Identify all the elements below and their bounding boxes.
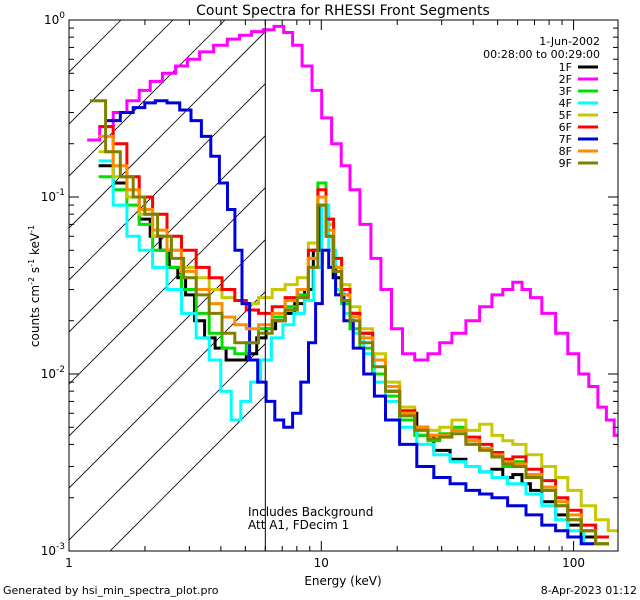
y-axis-label: counts cm-2 s-1 keV-1 <box>27 225 42 347</box>
y-tick-label: 10-2 <box>41 365 65 381</box>
series-line-7F <box>106 99 597 546</box>
date-label: 1-Jun-2002 <box>539 35 600 48</box>
annotation-background: Includes Background <box>248 505 373 519</box>
series-group <box>87 24 618 546</box>
legend-label-9F: 9F <box>559 157 572 170</box>
legend-label-2F: 2F <box>559 73 572 86</box>
series-line-4F <box>98 159 604 546</box>
annotation-attenuator: Att A1, FDecim 1 <box>248 518 349 532</box>
legend-label-1F: 1F <box>559 61 572 74</box>
legend-label-6F: 6F <box>559 121 572 134</box>
legend-label-8F: 8F <box>559 145 572 158</box>
x-tick-label: 100 <box>562 556 585 570</box>
footer-generated-by: Generated by hsi_min_spectra_plot.pro <box>3 584 219 597</box>
footer-timestamp: 8-Apr-2023 01:12 <box>541 584 637 597</box>
x-tick-label: 1 <box>65 556 73 570</box>
legend-label-4F: 4F <box>559 97 572 110</box>
series-line-3F <box>98 175 609 546</box>
chart-title: Count Spectra for RHESSI Front Segments <box>196 3 490 19</box>
hatch-line <box>69 20 174 125</box>
legend-label-3F: 3F <box>559 85 572 98</box>
legend-label-7F: 7F <box>559 133 572 146</box>
y-tick-label: 10-3 <box>41 542 65 558</box>
y-tick-label: 10-1 <box>41 188 65 204</box>
y-tick-label: 100 <box>44 11 65 27</box>
time-range-label: 00:28:00 to 00:29:00 <box>483 48 600 61</box>
legend-label-5F: 5F <box>559 109 572 122</box>
series-line-2F <box>87 24 618 437</box>
x-axis-label: Energy (keV) <box>304 574 381 588</box>
hatch-line <box>69 239 266 437</box>
x-tick-label: 10 <box>314 556 329 570</box>
hatch-line <box>69 343 266 541</box>
hatch-line <box>69 291 266 489</box>
hatch-line <box>109 395 266 551</box>
hatch-line <box>69 135 266 333</box>
x-ticks: 1 10 100 <box>65 20 585 570</box>
y-ticks: 100 10-1 10-2 10-3 <box>41 11 618 558</box>
plot-frame <box>68 19 619 552</box>
hatch-line <box>69 187 266 385</box>
series-line-1F <box>98 164 609 546</box>
series-line-9F <box>89 99 609 546</box>
hatch-line <box>69 83 266 281</box>
